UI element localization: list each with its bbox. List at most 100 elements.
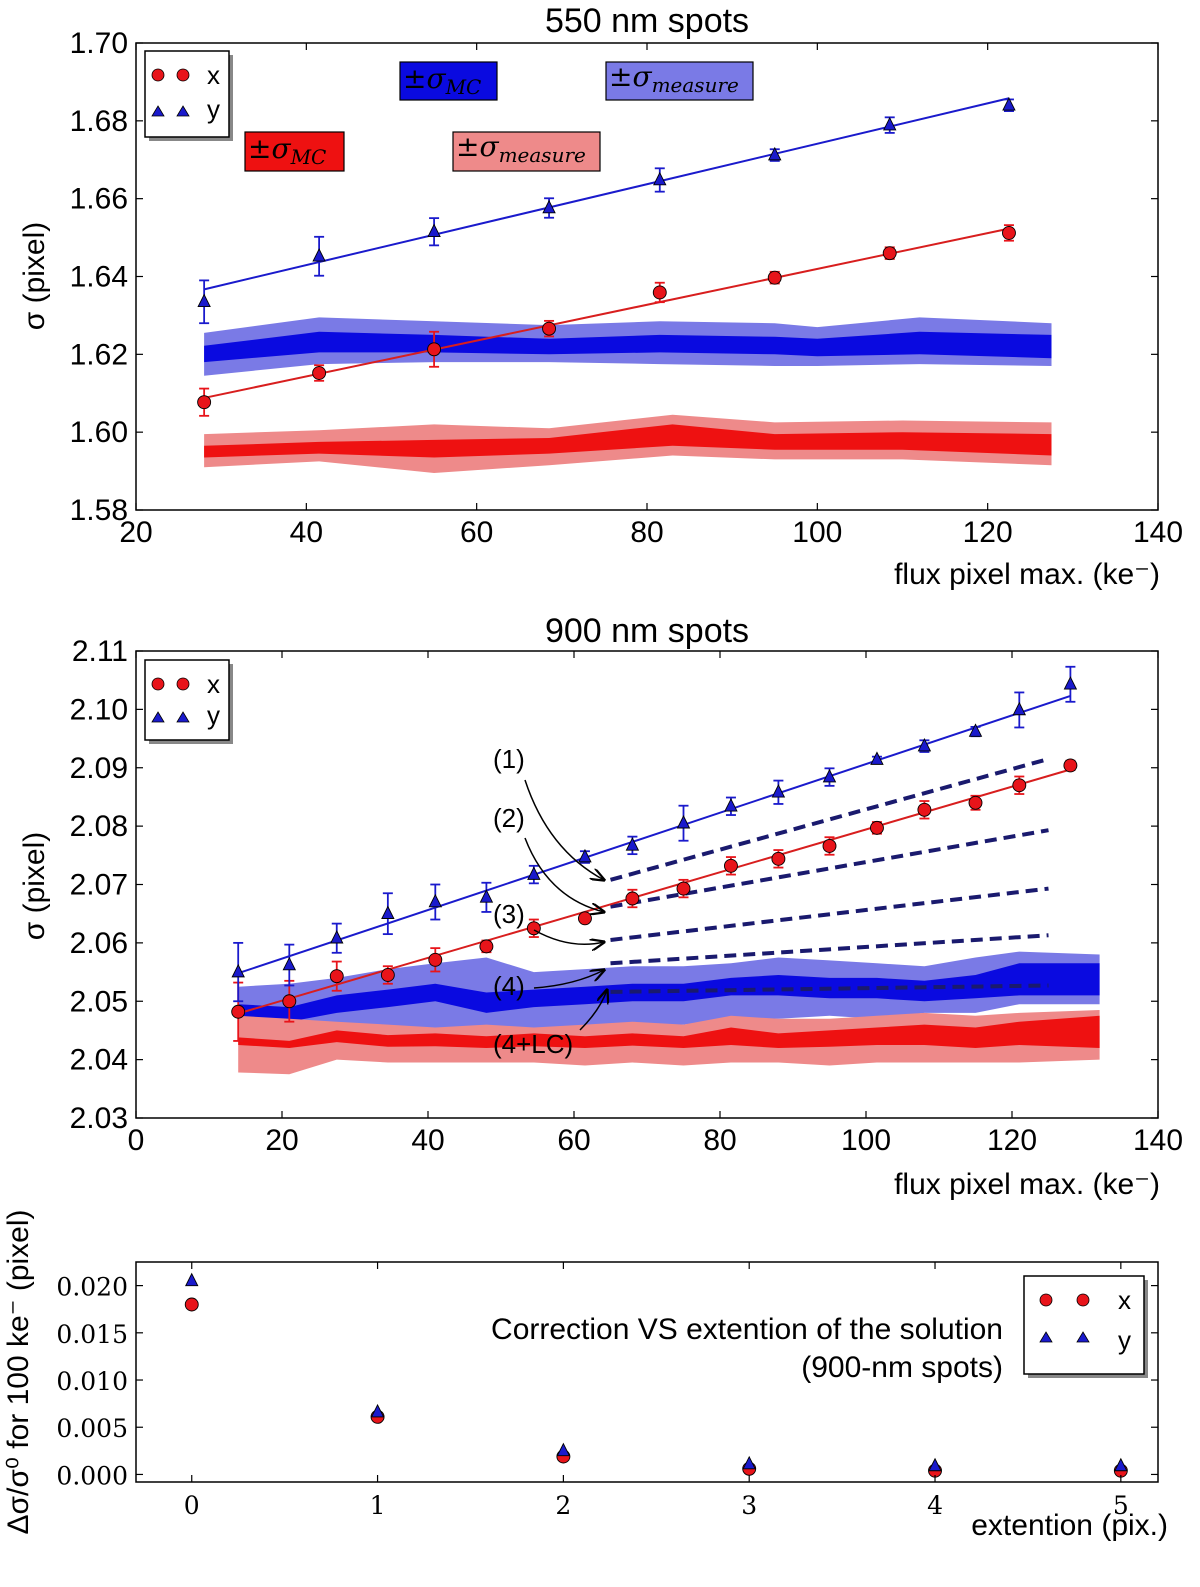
legend-x-marker xyxy=(1076,1293,1090,1307)
y-tick-label: 1.62 xyxy=(70,338,128,371)
legend-y-label: y xyxy=(1118,1325,1131,1355)
y-tick-label: 0.020 xyxy=(56,1273,128,1302)
axis-ticks: 0 20 40 60 80 100 120 140 2.03 2.04 2.05 2.06 2.07 2.… xyxy=(70,635,1183,1157)
data-points xyxy=(231,665,1078,1042)
x-tick-label: 1 xyxy=(370,1491,386,1520)
point-x xyxy=(771,851,786,866)
x-tick-label: 2 xyxy=(555,1491,571,1520)
y-tick-label: 0.010 xyxy=(56,1367,128,1396)
legend-y-marker xyxy=(176,105,190,117)
point-x xyxy=(1002,225,1016,240)
point-y xyxy=(381,905,395,919)
y-tick-label: 0.015 xyxy=(56,1320,128,1349)
band-label-blue-mc: ±σMC xyxy=(399,61,498,101)
band-red-mc xyxy=(238,1015,1100,1048)
dashed-lines xyxy=(609,757,1050,994)
y-tick-label: 1.60 xyxy=(70,416,128,449)
panel-correction: 0 1 2 3 4 5 0.000 0.005 0.010 0.015 0.020 extentio… xyxy=(2,1209,1168,1542)
arrow-4 xyxy=(533,970,604,989)
point-x xyxy=(652,285,667,300)
legend-x-marker xyxy=(151,68,165,82)
point-x xyxy=(428,952,443,967)
point-x xyxy=(870,820,884,835)
x-tick-label: 100 xyxy=(792,516,842,549)
annotation-1: (1) xyxy=(493,744,525,774)
point-x xyxy=(380,968,395,982)
x-tick-label: 80 xyxy=(703,1124,736,1157)
legend-y-marker xyxy=(151,105,165,117)
point-y xyxy=(653,171,667,186)
point-y xyxy=(427,223,441,237)
point-y xyxy=(556,1442,571,1457)
y-tick-label: 1.64 xyxy=(70,261,128,294)
band-label-blue-measure: ±σmeasure xyxy=(605,60,754,101)
point-y xyxy=(968,723,983,737)
fit-line-y xyxy=(203,97,1010,291)
band-blue-mc xyxy=(204,331,1052,363)
y-tick-label: 2.11 xyxy=(72,635,128,668)
y-tick-label: 2.07 xyxy=(70,869,128,902)
point-y xyxy=(542,199,556,214)
point-y xyxy=(527,866,541,880)
legend: x y xyxy=(144,659,233,744)
point-x xyxy=(578,911,592,926)
x-tick-label: 4 xyxy=(927,1491,943,1520)
legend: x y xyxy=(144,50,233,141)
point-x xyxy=(1063,758,1078,773)
point-y xyxy=(768,146,782,161)
legend-x-marker xyxy=(176,68,190,82)
x-axis-label: extention (pix.) xyxy=(971,1509,1168,1542)
band-label-red-mc: ±σMC xyxy=(244,131,345,172)
svg-text:±σMC: ±σMC xyxy=(248,132,326,169)
point-x xyxy=(184,1297,199,1312)
point-y xyxy=(882,116,897,131)
annotations: (1) (2) (3) (4) (4+LC) xyxy=(493,744,607,1059)
chart-title: 550 nm spots xyxy=(545,2,749,40)
point-x xyxy=(625,891,640,906)
x-tick-label: 0 xyxy=(184,1491,200,1520)
point-y xyxy=(370,1403,385,1418)
fit-line-y xyxy=(237,695,1071,975)
point-y xyxy=(928,1457,942,1472)
legend: x y xyxy=(1023,1275,1148,1378)
point-y xyxy=(185,1272,199,1287)
data-points xyxy=(184,1272,1128,1478)
point-x xyxy=(479,939,494,954)
point-y xyxy=(870,751,884,765)
point-x xyxy=(231,1004,246,1019)
point-y xyxy=(330,929,344,944)
x-axis-label: flux pixel max. (ke⁻) xyxy=(894,558,1160,591)
legend-x-label: x xyxy=(207,60,220,90)
legend-box xyxy=(1023,1275,1145,1375)
bands xyxy=(204,317,1052,473)
point-y xyxy=(1114,1457,1128,1472)
y-tick-label: 1.68 xyxy=(70,105,128,138)
inset-text-line-2: (900-nm spots) xyxy=(801,1351,1003,1384)
y-axis-label: σ (pixel) xyxy=(18,222,51,331)
point-y xyxy=(231,963,245,978)
point-y xyxy=(578,848,592,863)
y-tick-label: 0.000 xyxy=(56,1461,128,1490)
point-y xyxy=(724,798,738,812)
dashed-line-4LC xyxy=(610,983,1049,994)
legend-y-marker xyxy=(1076,1331,1090,1343)
y-tick-label: 0.005 xyxy=(56,1414,128,1443)
chart-title: 900 nm spots xyxy=(545,612,749,650)
point-x xyxy=(917,802,932,817)
x-tick-label: 60 xyxy=(460,516,493,549)
legend-x-marker xyxy=(1039,1293,1053,1307)
point-y xyxy=(771,784,786,798)
x-tick-label: 40 xyxy=(290,516,323,549)
dashed-line-3 xyxy=(610,886,1049,942)
legend-y-label: y xyxy=(207,700,220,730)
point-y xyxy=(676,814,691,829)
y-tick-label: 2.10 xyxy=(70,693,128,726)
panel-550nm: 550 nm spots 20 40 60 80 100 120 140 1.58 1.60 1.… xyxy=(18,2,1183,591)
point-x xyxy=(312,366,327,380)
point-y xyxy=(1012,701,1027,716)
x-tick-label: 60 xyxy=(557,1124,590,1157)
y-tick-label: 2.06 xyxy=(70,927,128,960)
dashed-line-4 xyxy=(610,933,1049,966)
legend-box xyxy=(144,50,230,138)
point-x xyxy=(724,858,738,873)
